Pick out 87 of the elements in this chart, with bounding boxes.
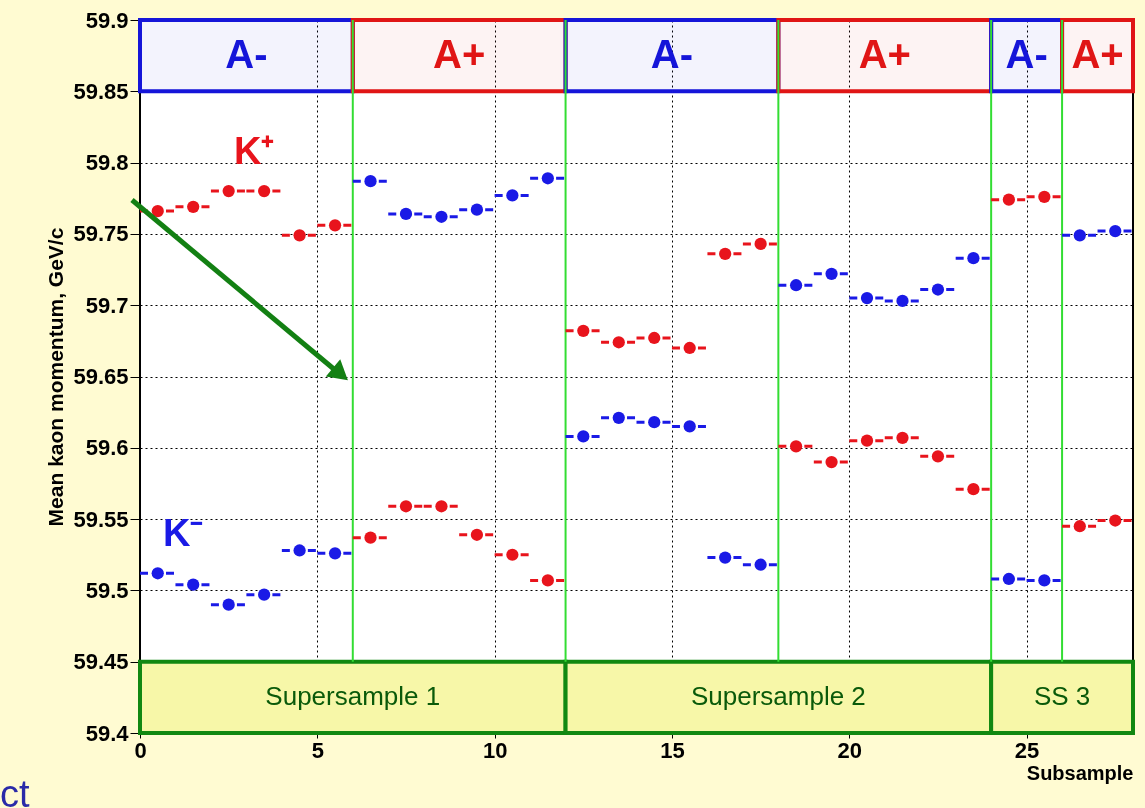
point bbox=[364, 175, 377, 188]
point bbox=[577, 430, 590, 443]
x-tick-label: 15 bbox=[660, 737, 685, 763]
point bbox=[151, 204, 164, 218]
point bbox=[1038, 574, 1051, 587]
point bbox=[541, 172, 554, 185]
y-tick-label: 59.75 bbox=[73, 221, 129, 247]
y-tick-label: 59.45 bbox=[73, 649, 129, 675]
point bbox=[860, 434, 874, 447]
series-label: K⁺ bbox=[233, 130, 275, 173]
y-tick-label: 59.65 bbox=[73, 364, 129, 389]
point bbox=[789, 440, 803, 453]
y-tick-label: 59.7 bbox=[85, 292, 129, 318]
y-tick-label: 59.5 bbox=[85, 577, 129, 603]
x-tick-label: 10 bbox=[482, 737, 508, 763]
point bbox=[435, 500, 448, 513]
band-label: A+ bbox=[433, 31, 486, 76]
point bbox=[754, 237, 767, 250]
point bbox=[506, 189, 519, 202]
point bbox=[1073, 520, 1086, 533]
point bbox=[1109, 514, 1122, 527]
point bbox=[648, 416, 661, 429]
point bbox=[967, 483, 980, 496]
x-tick-label: 25 bbox=[1014, 737, 1040, 763]
x-tick-label: 20 bbox=[837, 737, 863, 763]
point bbox=[151, 567, 164, 580]
point bbox=[222, 185, 235, 198]
point bbox=[931, 450, 945, 463]
point bbox=[789, 279, 803, 292]
point bbox=[683, 420, 696, 433]
point bbox=[506, 548, 519, 561]
point bbox=[364, 531, 377, 544]
point bbox=[187, 578, 200, 591]
point bbox=[328, 219, 342, 232]
point bbox=[470, 528, 484, 541]
text: ct bbox=[0, 773, 30, 808]
series-label: K⁻ bbox=[162, 511, 204, 554]
point bbox=[222, 598, 235, 611]
point bbox=[187, 200, 200, 213]
point bbox=[1038, 190, 1051, 203]
point bbox=[719, 247, 732, 260]
point bbox=[541, 574, 554, 587]
band-label: A+ bbox=[1071, 31, 1124, 76]
point bbox=[754, 558, 767, 571]
band-label: A- bbox=[1005, 31, 1048, 76]
point bbox=[825, 267, 838, 280]
band-label: Supersample 2 bbox=[690, 681, 866, 712]
point bbox=[896, 431, 909, 444]
point bbox=[612, 336, 625, 349]
point bbox=[1002, 193, 1015, 206]
y-tick-label: 59.85 bbox=[73, 78, 129, 104]
point bbox=[896, 294, 909, 308]
point bbox=[1073, 229, 1086, 242]
point bbox=[612, 411, 625, 424]
point bbox=[399, 500, 413, 513]
point bbox=[931, 283, 945, 296]
point bbox=[1109, 224, 1122, 238]
point bbox=[825, 455, 838, 469]
point bbox=[435, 210, 448, 223]
y-tick-label: 59.9 bbox=[85, 7, 129, 33]
band-label: SS 3 bbox=[1033, 681, 1091, 712]
point bbox=[399, 207, 413, 221]
band-label: A- bbox=[650, 31, 694, 76]
y-tick-label: 59.4 bbox=[85, 720, 130, 746]
point bbox=[1002, 572, 1015, 586]
point bbox=[328, 547, 342, 560]
point bbox=[967, 252, 980, 265]
point bbox=[470, 203, 484, 216]
band-label: A- bbox=[225, 31, 268, 76]
point bbox=[648, 331, 661, 345]
x-tick-label: 5 bbox=[311, 737, 324, 763]
band-label: Supersample 1 bbox=[265, 681, 441, 712]
y-tick-label: 59.8 bbox=[85, 150, 129, 176]
point bbox=[860, 291, 874, 305]
y-axis-title: Mean kaon momentum, GeV/c bbox=[44, 227, 68, 527]
y-tick-label: 59.6 bbox=[85, 435, 129, 461]
point bbox=[683, 341, 696, 355]
point bbox=[258, 185, 271, 198]
point bbox=[719, 551, 732, 564]
x-tick-label: 0 bbox=[134, 737, 147, 763]
point bbox=[258, 588, 271, 601]
point bbox=[577, 324, 590, 337]
band-label: A+ bbox=[858, 31, 911, 76]
x-axis-title: Subsample bbox=[1026, 761, 1134, 784]
point bbox=[293, 229, 306, 242]
point bbox=[293, 544, 306, 557]
y-tick-label: 59.55 bbox=[73, 506, 129, 532]
